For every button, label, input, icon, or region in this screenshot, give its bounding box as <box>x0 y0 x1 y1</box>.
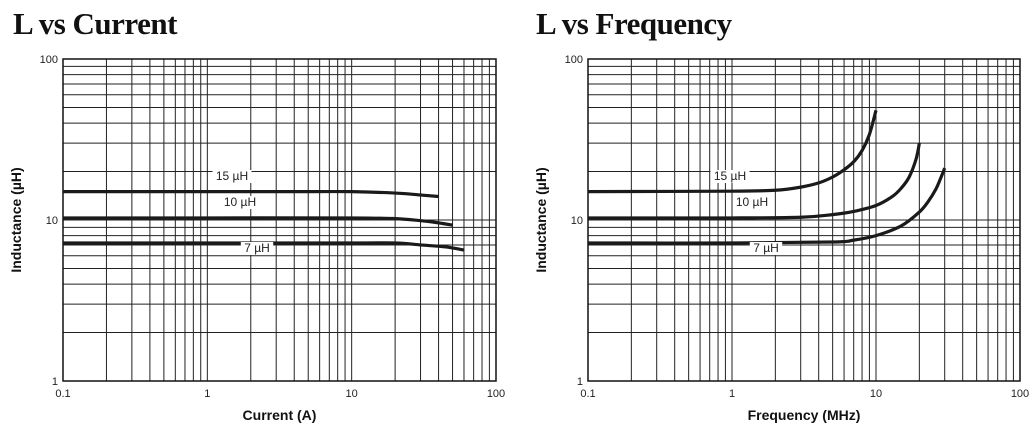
series-label-bg <box>710 170 750 183</box>
series-line-0 <box>63 189 439 199</box>
y-tick-label: 1 <box>52 376 58 388</box>
y-tick-label: 100 <box>40 54 58 66</box>
series-label-bg <box>240 242 274 255</box>
x-tick-label: 10 <box>870 388 882 400</box>
y-tick-label: 10 <box>46 215 58 227</box>
y-axis-label: Inductance (µH) <box>8 167 24 272</box>
series-label-bg <box>220 196 260 209</box>
series-label: 15 µH <box>714 169 746 183</box>
x-tick-label: 0.1 <box>580 388 595 400</box>
chart-title-frequency: L vs Frequency <box>536 6 732 41</box>
series-label: 10 µH <box>736 195 768 209</box>
y-tick-label: 10 <box>571 215 583 227</box>
y-tick-label: 1 <box>577 376 583 388</box>
x-tick-label: 100 <box>1011 388 1029 400</box>
x-tick-label: 100 <box>487 388 505 400</box>
series-label-bg <box>212 170 252 183</box>
series-label-bg <box>732 196 772 209</box>
x-tick-label: 10 <box>346 388 358 400</box>
series-line-2 <box>63 241 465 252</box>
x-axis-label: Frequency (MHz) <box>748 407 861 423</box>
series-line-0 <box>587 109 878 194</box>
series-label-bg <box>749 242 783 255</box>
series-label: 7 µH <box>753 241 779 255</box>
plot-frame <box>587 58 1021 382</box>
x-tick-label: 0.1 <box>55 388 70 400</box>
x-tick-label: 1 <box>204 388 210 400</box>
y-axis-label: Inductance (µH) <box>533 167 549 272</box>
series-label: 15 µH <box>216 169 248 183</box>
x-axis-label: Current (A) <box>243 407 317 423</box>
series-line-1 <box>587 142 921 220</box>
y-tick-label: 100 <box>565 54 583 66</box>
series-label: 7 µH <box>244 241 270 255</box>
x-tick-label: 1 <box>729 388 735 400</box>
plot-frame <box>62 58 497 382</box>
series-label: 10 µH <box>224 195 256 209</box>
series-line-1 <box>63 216 453 227</box>
chart-title-current: L vs Current <box>13 6 177 41</box>
